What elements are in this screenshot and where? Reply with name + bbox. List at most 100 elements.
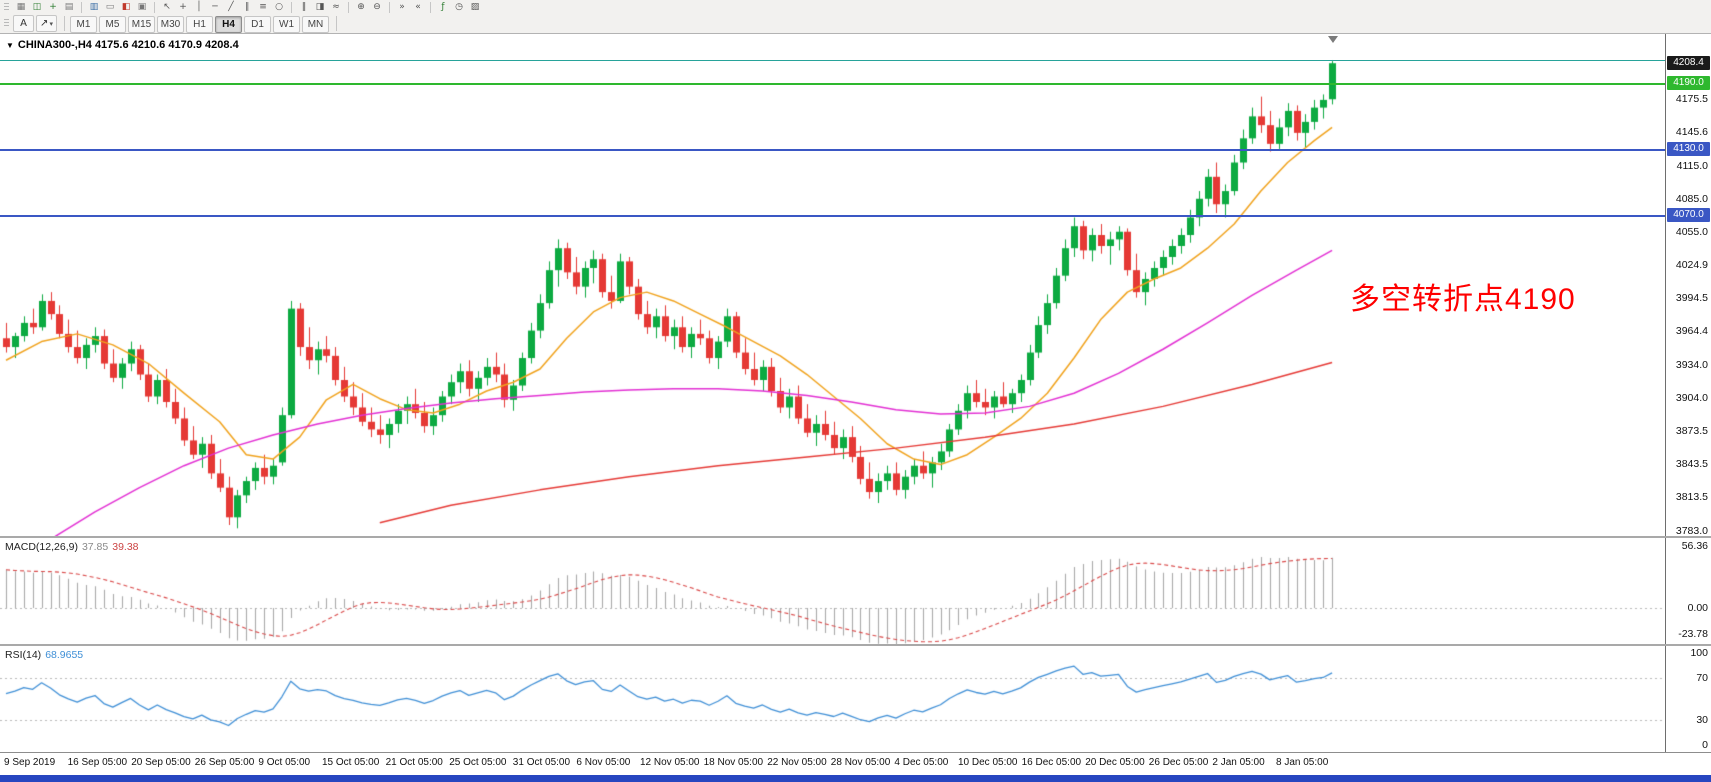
rsi-name: RSI(14) <box>5 649 42 661</box>
chart-shift-icon[interactable]: « <box>410 1 426 13</box>
time-axis-label: 9 Oct 05:00 <box>258 757 311 768</box>
new-order-icon[interactable]: ◫ <box>29 1 45 13</box>
axis-label: 3783.0 <box>1675 524 1708 537</box>
chart-annotation-text[interactable]: 多空转折点4190 <box>1350 283 1576 316</box>
timeframe-m5[interactable]: M5 <box>99 16 126 33</box>
timeframe-d1[interactable]: D1 <box>244 16 271 33</box>
trendline-icon[interactable]: ╱ <box>223 1 239 13</box>
time-axis-label: 20 Dec 05:00 <box>1085 757 1145 768</box>
vertical-line-icon[interactable]: │ <box>191 1 207 13</box>
line-chart-icon[interactable]: ≈ <box>328 1 344 13</box>
time-axis-label: 22 Nov 05:00 <box>767 757 827 768</box>
axis-label: 4145.6 <box>1675 126 1708 139</box>
bar-chart-icon[interactable]: ‖ <box>296 1 312 13</box>
price-badge: 4070.0 <box>1667 208 1710 223</box>
axis-label: 56.36 <box>1681 540 1708 553</box>
rsi-label: RSI(14) 68.9655 <box>5 649 83 661</box>
arrows-tool-button[interactable]: ↗ ▾ <box>36 15 57 32</box>
pane-separator[interactable] <box>0 536 1711 538</box>
price-chart-canvas[interactable] <box>0 34 1665 536</box>
timeframes-icon[interactable]: ◷ <box>451 1 467 13</box>
time-axis-label: 2 Jan 05:00 <box>1212 757 1265 768</box>
symbol-dropdown-icon[interactable]: ▼ <box>6 40 14 50</box>
axis-label: 4055.0 <box>1675 225 1708 238</box>
candlestick-chart-icon[interactable]: ◨ <box>312 1 328 13</box>
macd-label: MACD(12,26,9) 37.85 39.38 <box>5 541 139 553</box>
timeframe-h4[interactable]: H4 <box>215 16 242 33</box>
timeframe-m30[interactable]: M30 <box>157 16 184 33</box>
equidistant-channel-icon[interactable]: ∥ <box>239 1 255 13</box>
ohlc-readout: CHINA300-,H4 4175.6 4210.6 4170.9 4208.4 <box>17 39 239 51</box>
horizontal-line[interactable] <box>0 149 1665 151</box>
time-axis-label: 20 Sep 05:00 <box>131 757 191 768</box>
time-axis-label: 26 Sep 05:00 <box>194 757 255 768</box>
toolbar-row-standard: ▦ ◫ + ▤ ▥ ▭ ◧ ▣ ↖ + │ ─ ╱ ∥ ≡ ○ ‖ ◨ ≈ ⊕ ⊖» «ƒ ◷ ▨ <box>0 0 1711 14</box>
horizontal-line-icon[interactable]: ─ <box>207 1 223 13</box>
text-label-tool-button[interactable]: A <box>13 15 34 32</box>
cursor-icon[interactable]: ↖ <box>159 1 175 13</box>
toolbar-separator <box>336 16 337 31</box>
shapes-icon[interactable]: ○ <box>271 1 287 13</box>
time-axis-label: 16 Dec 05:00 <box>1021 757 1082 768</box>
zoom-out-icon[interactable]: ⊖ <box>369 1 385 13</box>
chart-symbol-header: ▼ CHINA300-,H4 4175.6 4210.6 4170.9 4208… <box>6 39 239 51</box>
timeframe-w1[interactable]: W1 <box>273 16 300 33</box>
axis-label: 0 <box>1702 739 1708 751</box>
timeframe-mn[interactable]: MN <box>302 16 329 33</box>
axis-label: 3964.4 <box>1675 325 1708 338</box>
toolbar-grip-icon[interactable] <box>4 19 9 28</box>
toolbar-row-tools: A ↗ ▾ M1 M5 M15 M30 H1 H4 D1 W1 MN <box>0 14 1711 33</box>
timeframe-m1[interactable]: M1 <box>70 16 97 33</box>
price-axis[interactable]: 4175.5 4145.6 4115.0 4085.0 4055.0 4024.9 3994… <box>1665 34 1711 752</box>
axis-label: 3843.5 <box>1675 458 1708 471</box>
horizontal-line[interactable] <box>0 83 1665 85</box>
toolbar-separator <box>430 1 431 13</box>
timeframe-group: M1 M5 M15 M30 H1 H4 D1 W1 MN <box>70 14 331 33</box>
toolbar-grip-icon[interactable] <box>4 2 9 12</box>
indicators-icon[interactable]: ƒ <box>435 1 451 13</box>
time-axis-label: 25 Oct 05:00 <box>449 757 507 768</box>
timeframe-m15[interactable]: M15 <box>128 16 155 33</box>
pane-separator[interactable] <box>0 752 1711 753</box>
axis-label: 4085.0 <box>1675 192 1708 205</box>
fibonacci-icon[interactable]: ≡ <box>255 1 271 13</box>
macd-value-signal: 39.38 <box>112 541 139 553</box>
horizontal-line[interactable] <box>0 60 1665 61</box>
time-axis-label: 31 Oct 05:00 <box>512 757 571 768</box>
crosshair-icon[interactable]: + <box>175 1 191 13</box>
time-axis-label: 10 Dec 05:00 <box>958 757 1018 768</box>
axis-label: 3873.5 <box>1675 425 1708 438</box>
navigator-icon[interactable]: ◧ <box>118 1 134 13</box>
profiles-icon[interactable]: ▤ <box>61 1 77 13</box>
market-watch-icon[interactable]: ▥ <box>86 1 102 13</box>
connect-icon[interactable]: ▦ <box>13 1 29 13</box>
rsi-value: 68.9655 <box>45 649 84 661</box>
horizontal-line[interactable] <box>0 215 1665 217</box>
data-window-icon[interactable]: ▭ <box>102 1 118 13</box>
axis-label: 3994.5 <box>1675 292 1708 305</box>
axis-label: 3934.0 <box>1675 358 1708 371</box>
auto-scroll-icon[interactable]: » <box>394 1 410 13</box>
axis-label: 0.00 <box>1687 601 1708 614</box>
terminal-icon[interactable]: ▣ <box>134 1 150 13</box>
time-axis-label: 4 Dec 05:00 <box>894 757 949 768</box>
zoom-in-icon[interactable]: ⊕ <box>353 1 369 13</box>
macd-canvas[interactable] <box>0 538 1665 644</box>
chart-shift-marker[interactable] <box>1328 36 1338 43</box>
macd-value-main: 37.85 <box>81 541 109 553</box>
rsi-canvas[interactable] <box>0 646 1665 752</box>
time-axis-label: 28 Nov 05:00 <box>830 757 891 768</box>
macd-name: MACD(12,26,9) <box>5 541 78 553</box>
templates-icon[interactable]: ▨ <box>467 1 483 13</box>
time-axis-label: 8 Jan 05:00 <box>1276 757 1329 768</box>
time-axis-label: 15 Oct 05:00 <box>322 757 380 768</box>
price-badge: 4190.0 <box>1667 76 1710 91</box>
timeframe-h1[interactable]: H1 <box>186 16 213 33</box>
new-chart-icon[interactable]: + <box>45 1 61 13</box>
toolbar-separator <box>81 1 82 13</box>
toolbar: ▦ ◫ + ▤ ▥ ▭ ◧ ▣ ↖ + │ ─ ╱ ∥ ≡ ○ ‖ ◨ ≈ ⊕ ⊖» «ƒ ◷ ▨ A ↗ ▾ M1 M5 M15… <box>0 0 1711 34</box>
time-axis-label: 18 Nov 05:00 <box>703 757 764 768</box>
pane-separator[interactable] <box>0 644 1711 646</box>
time-axis[interactable]: 9 Sep 2019 16 Sep 05:00 20 Sep 05:00 26 Sep… <box>0 753 1711 775</box>
